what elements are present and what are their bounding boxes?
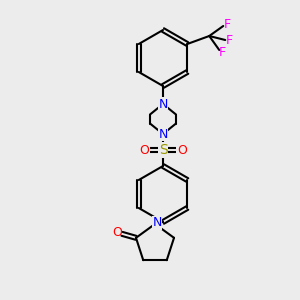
- Text: F: F: [219, 46, 226, 59]
- Text: O: O: [112, 226, 122, 239]
- Text: N: N: [152, 217, 162, 230]
- Text: O: O: [177, 143, 187, 157]
- Text: S: S: [159, 143, 167, 157]
- Text: F: F: [226, 34, 233, 46]
- Text: F: F: [224, 17, 231, 31]
- Text: O: O: [139, 143, 149, 157]
- Text: N: N: [158, 128, 168, 140]
- Text: N: N: [158, 98, 168, 110]
